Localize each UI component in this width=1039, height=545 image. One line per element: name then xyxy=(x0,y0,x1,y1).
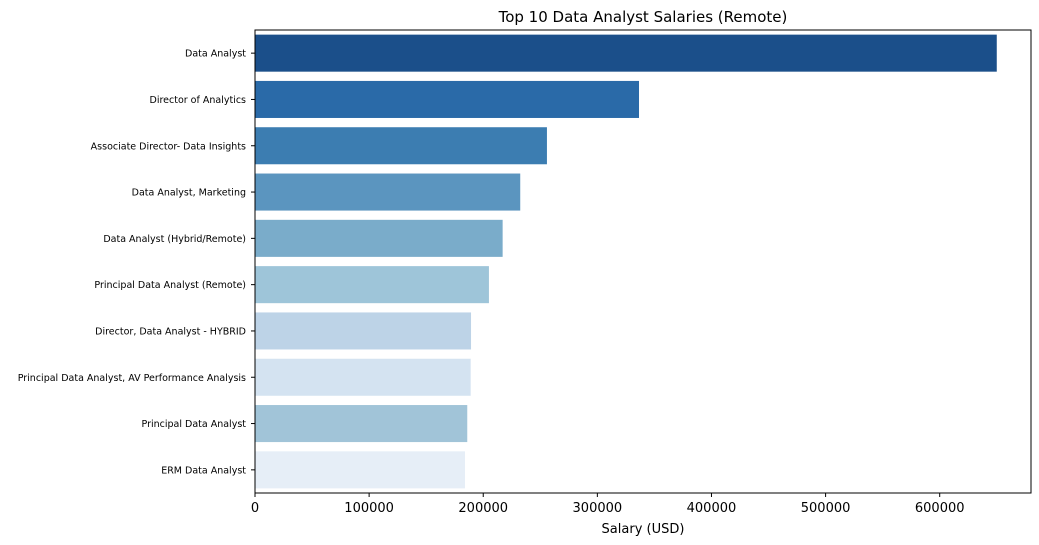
x-tick-label: 600000 xyxy=(915,501,965,516)
chart-title: Top 10 Data Analyst Salaries (Remote) xyxy=(498,8,788,26)
category-label: Principal Data Analyst xyxy=(142,419,247,430)
category-label: Data Analyst xyxy=(185,49,246,60)
x-tick-label: 300000 xyxy=(573,501,623,516)
bar xyxy=(255,173,521,211)
bar xyxy=(255,80,640,118)
category-label: Data Analyst (Hybrid/Remote) xyxy=(103,234,246,245)
x-tick-label: 400000 xyxy=(687,501,737,516)
category-label: Principal Data Analyst (Remote) xyxy=(94,280,246,291)
bar xyxy=(255,312,472,350)
category-label: Director of Analytics xyxy=(150,95,247,106)
category-label: ERM Data Analyst xyxy=(161,465,246,476)
bar xyxy=(255,34,997,72)
x-axis-label: Salary (USD) xyxy=(602,522,685,537)
bar xyxy=(255,451,465,489)
bar xyxy=(255,266,489,304)
x-tick-label: 0 xyxy=(251,501,259,516)
category-label: Data Analyst, Marketing xyxy=(132,188,246,199)
bar xyxy=(255,127,547,165)
category-label: Associate Director- Data Insights xyxy=(91,141,246,152)
bar xyxy=(255,358,471,396)
bars-group xyxy=(255,34,997,489)
x-tick-label: 500000 xyxy=(801,501,851,516)
bar xyxy=(255,405,468,443)
x-ticks-group: 0 100000 200000 300000 400000 500000 600000 xyxy=(251,493,965,516)
bar xyxy=(255,219,503,257)
plot-frame xyxy=(254,29,1032,494)
category-label: Director, Data Analyst - HYBRID xyxy=(95,326,246,337)
x-tick-label: 100000 xyxy=(344,501,394,516)
x-tick-label: 200000 xyxy=(458,501,508,516)
category-label: Principal Data Analyst, AV Performance A… xyxy=(18,373,246,384)
category-labels-group: Data Analyst Director of Analytics Associa… xyxy=(18,49,255,476)
